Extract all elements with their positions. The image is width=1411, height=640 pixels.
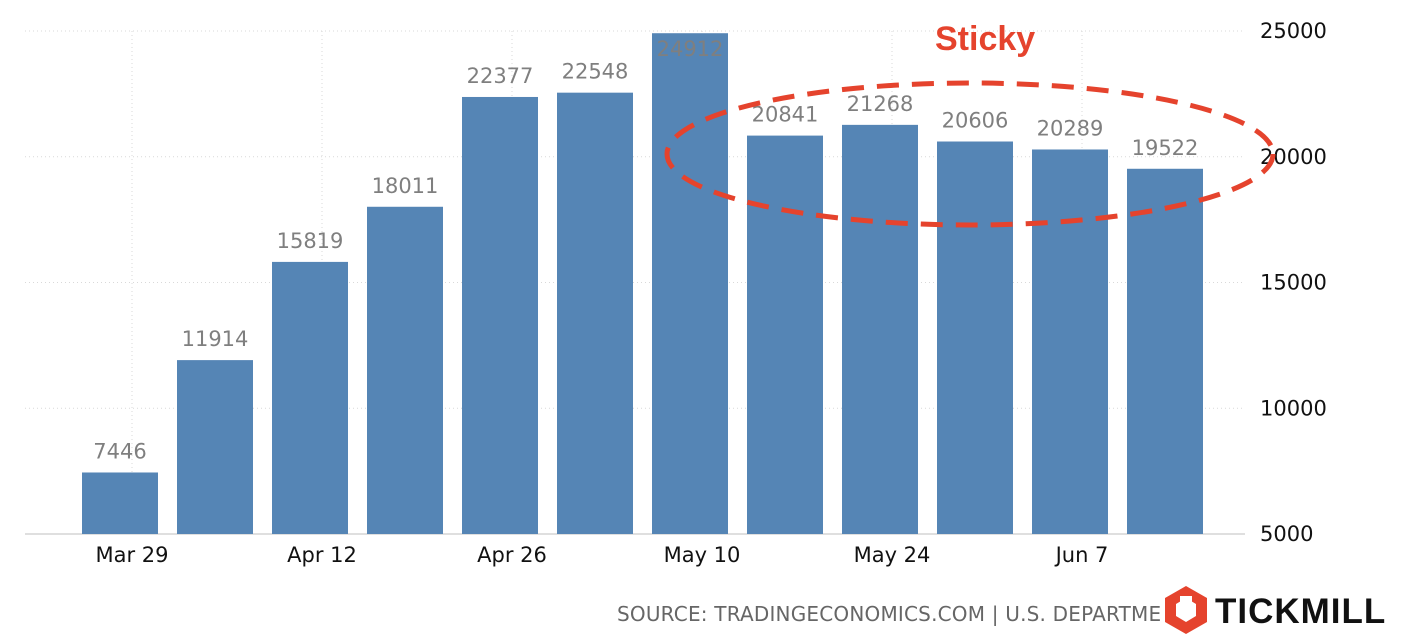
data-label-9: 20606 <box>942 109 1009 133</box>
data-label-11: 19522 <box>1132 136 1199 160</box>
bar-9 <box>937 141 1013 534</box>
bar-3 <box>367 206 443 534</box>
y-tick-label-15000: 15000 <box>1260 271 1327 295</box>
bar-4 <box>462 96 538 535</box>
bar-0 <box>82 472 158 534</box>
bar-6 <box>652 33 728 535</box>
x-tick-label-6: May 10 <box>664 543 741 567</box>
tickmill-hexagon-logo-icon <box>1165 586 1207 634</box>
x-axis: Mar 29 Apr 12 Apr 26 May 10 May 24 Jun 7 <box>95 543 1108 567</box>
sticky-annotation: Sticky <box>664 20 1276 228</box>
x-tick-label-2: Apr 12 <box>287 543 357 567</box>
data-label-2: 15819 <box>277 229 344 253</box>
bar-11 <box>1127 168 1203 534</box>
brand-name: TICKMILL <box>1215 592 1386 631</box>
data-label-0: 7446 <box>93 439 146 463</box>
sticky-label: Sticky <box>935 20 1035 58</box>
y-tick-label-25000: 25000 <box>1260 19 1327 43</box>
data-label-7: 20841 <box>752 103 819 127</box>
data-label-4: 22377 <box>467 64 534 88</box>
sticky-ellipse <box>664 80 1276 228</box>
data-labels: 7446 11914 15819 18011 22377 22548 24912 20841 2… <box>93 37 1198 463</box>
data-label-1: 11914 <box>182 327 249 351</box>
bar-1 <box>177 360 253 534</box>
data-label-3: 18011 <box>372 174 439 198</box>
bar-2 <box>272 261 348 534</box>
x-tick-label-0: Mar 29 <box>95 543 168 567</box>
data-label-8: 21268 <box>847 92 914 116</box>
bar-7 <box>747 135 823 534</box>
x-tick-label-4: Apr 26 <box>477 543 547 567</box>
bar-8 <box>842 124 918 534</box>
data-label-10: 20289 <box>1037 116 1104 140</box>
tickmill-logo: TICKMILL <box>1165 586 1386 634</box>
bars <box>82 33 1203 535</box>
bar-10 <box>1032 149 1108 535</box>
source-text: SOURCE: TRADINGECONOMICS.COM | U.S. DEPA… <box>617 602 1161 626</box>
data-label-5: 22548 <box>562 60 629 84</box>
x-tick-label-8: May 24 <box>854 543 931 567</box>
y-tick-label-5000: 5000 <box>1260 522 1313 546</box>
y-tick-label-10000: 10000 <box>1260 396 1327 420</box>
bar-5 <box>557 92 633 535</box>
data-label-6: 24912 <box>657 37 724 61</box>
x-tick-label-10: Jun 7 <box>1054 543 1109 567</box>
